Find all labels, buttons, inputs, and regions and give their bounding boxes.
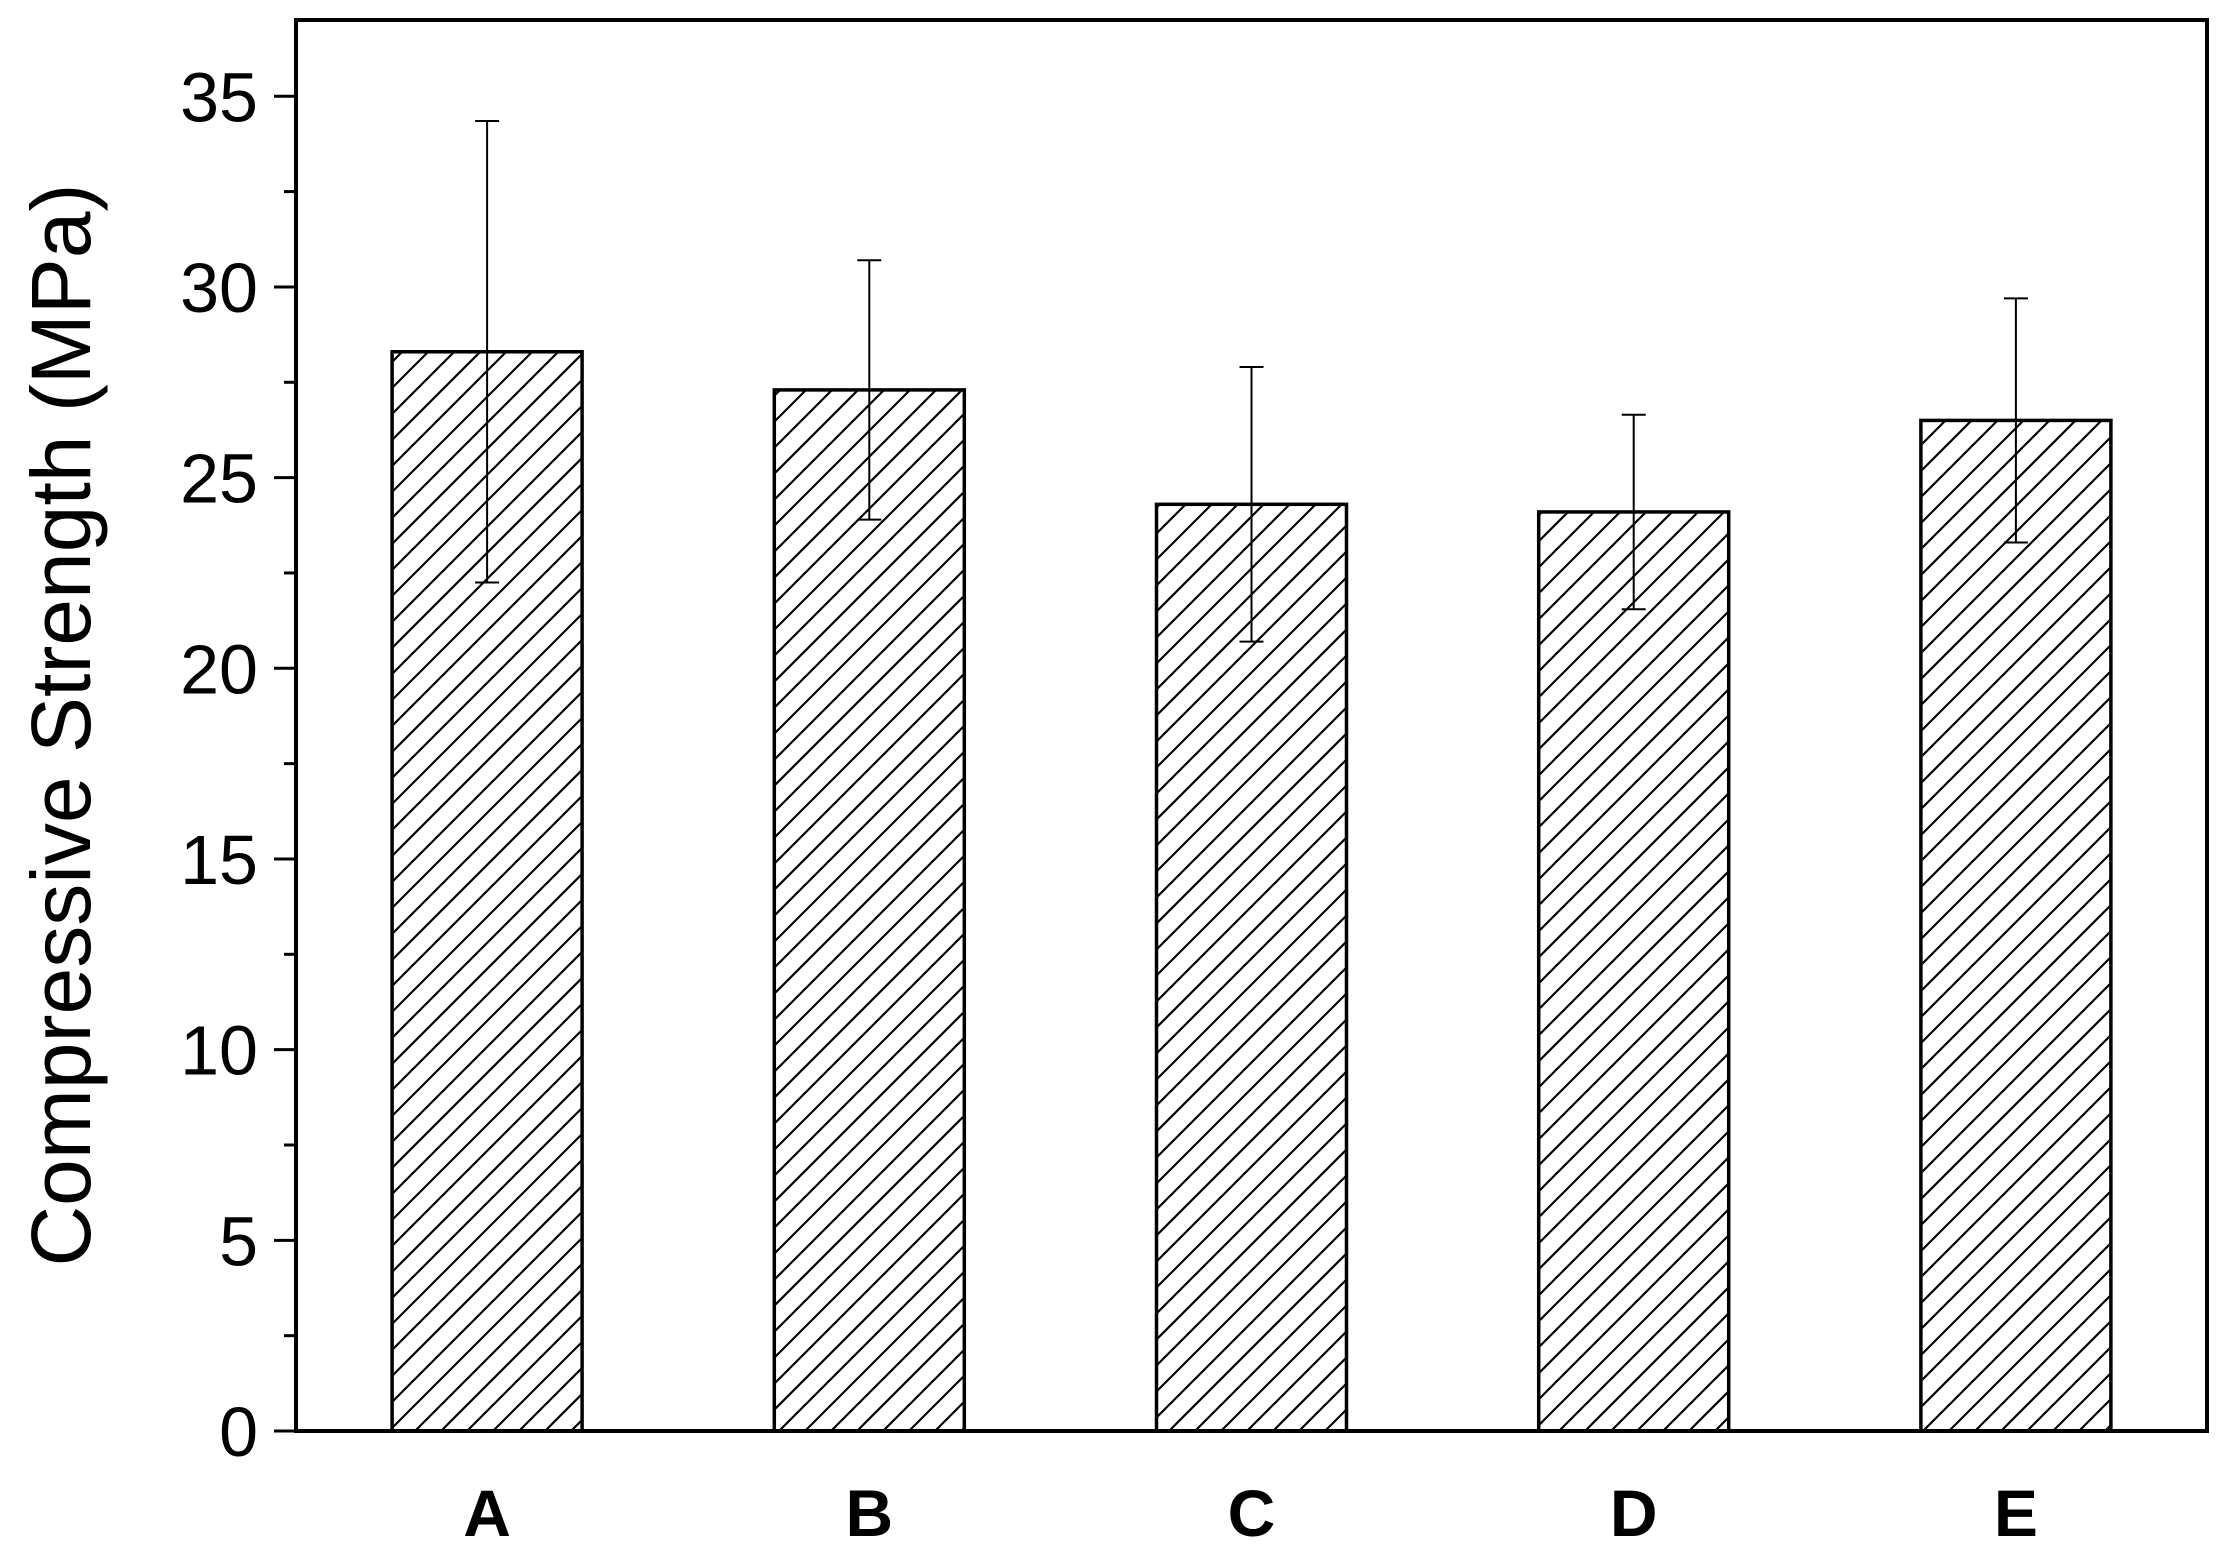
error-bar-A [475,120,500,584]
y-tick-label: 30 [180,249,258,327]
error-bar-E [2003,297,2028,544]
error-bar-D [1621,413,1646,611]
x-tick-label-B: B [845,1476,893,1548]
bar-E [1919,418,2113,1433]
y-tick-label: 15 [180,821,258,899]
plot-frame [294,18,2209,1433]
bar-D [1536,510,1731,1433]
y-tick-label: 10 [180,1012,258,1090]
y-tick-label: 5 [219,1202,258,1280]
y-axis-title: Compressive Strength (MPa) [14,183,108,1266]
x-tick-label-D: D [1610,1476,1658,1548]
x-tick-label-A: A [463,1476,511,1548]
y-tick-label: 35 [180,58,258,136]
x-tick-label-E: E [1994,1476,2038,1548]
bar-C [1154,502,1349,1433]
error-bar-B [857,259,882,521]
x-tick-label-C: C [1228,1476,1276,1548]
y-tick-label: 25 [180,440,258,518]
error-bar-C [1239,366,1264,643]
y-tick-label: 0 [219,1393,258,1471]
bar-B [772,388,967,1433]
y-tick-label: 20 [180,630,258,708]
